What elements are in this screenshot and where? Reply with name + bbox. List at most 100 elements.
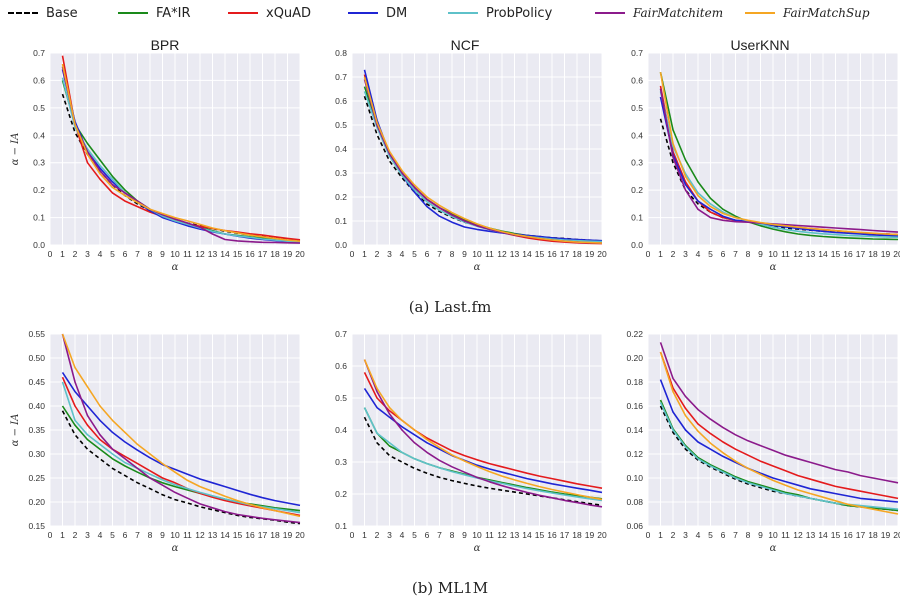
y-tick-label: 0.7 bbox=[335, 329, 347, 339]
x-tick-label: 9 bbox=[758, 530, 763, 540]
x-tick-label: 7 bbox=[437, 249, 442, 259]
x-tick-label: 17 bbox=[856, 530, 866, 540]
x-tick-label: 17 bbox=[856, 249, 866, 259]
legend-label: FA*IR bbox=[156, 5, 191, 21]
legend-swatch bbox=[745, 12, 775, 14]
x-tick-label: 19 bbox=[283, 530, 293, 540]
y-tick-label: 0.1 bbox=[335, 216, 347, 226]
series-line-fairmatch-item bbox=[61, 333, 301, 524]
x-tick-label: 20 bbox=[295, 530, 305, 540]
x-tick-label: 15 bbox=[535, 530, 545, 540]
x-tick-label: 1 bbox=[362, 249, 367, 259]
x-tick-label: 14 bbox=[522, 249, 532, 259]
legend-label: Base bbox=[46, 5, 78, 21]
x-tick-label: 8 bbox=[450, 530, 455, 540]
caption-ml1m: (b) ML1M bbox=[411, 579, 489, 597]
series-line-fairmatch-sup bbox=[363, 359, 603, 501]
series-line-probpolicy bbox=[659, 402, 899, 510]
x-tick-label: 9 bbox=[462, 249, 467, 259]
x-tick-label: 8 bbox=[746, 530, 751, 540]
chart-bpr: 0.00.10.20.30.40.50.60.70 1 2 3 4 5 6 7 8 9 10 11 12… bbox=[10, 48, 305, 273]
x-tick-label: 18 bbox=[270, 249, 280, 259]
y-tick-label: 0.2 bbox=[335, 192, 347, 202]
x-tick-label: 10 bbox=[472, 249, 482, 259]
x-tick-label: 1 bbox=[60, 249, 65, 259]
x-tick-label: 11 bbox=[183, 530, 192, 540]
x-tick-label: 3 bbox=[85, 530, 90, 540]
y-tick-label: 0.14 bbox=[626, 425, 643, 435]
y-tick-label: 0.2 bbox=[335, 489, 347, 499]
x-tick-label: 19 bbox=[585, 249, 595, 259]
x-tick-label: 10 bbox=[768, 249, 778, 259]
x-tick-label: 20 bbox=[597, 249, 607, 259]
y-tick-label: 0.7 bbox=[335, 72, 347, 82]
x-tick-label: 5 bbox=[412, 530, 417, 540]
y-tick-label: 0.0 bbox=[631, 240, 643, 250]
x-tick-label: 13 bbox=[806, 530, 816, 540]
y-tick-label: 0.35 bbox=[28, 425, 45, 435]
y-tick-label: 0.20 bbox=[28, 497, 45, 507]
x-tick-label: 16 bbox=[547, 530, 557, 540]
x-axis-label: α bbox=[770, 262, 777, 273]
legend-swatch bbox=[118, 12, 148, 14]
legend-swatch bbox=[228, 12, 258, 14]
y-tick-label: 0.7 bbox=[631, 48, 643, 58]
panel-title-bpr: BPR bbox=[150, 37, 180, 53]
x-tick-label: 13 bbox=[510, 249, 520, 259]
y-tick-label: 0.0 bbox=[33, 240, 45, 250]
x-tick-label: 0 bbox=[350, 249, 355, 259]
y-tick-label: 0.55 bbox=[28, 329, 45, 339]
x-tick-label: 20 bbox=[597, 530, 607, 540]
x-tick-label: 0 bbox=[48, 249, 53, 259]
y-tick-label: 0.1 bbox=[631, 213, 643, 223]
series-line-xquad bbox=[659, 351, 899, 500]
x-tick-label: 18 bbox=[572, 530, 582, 540]
x-tick-label: 17 bbox=[258, 249, 268, 259]
legend-label: xQuAD bbox=[266, 5, 312, 21]
legend-label: FairMatch bbox=[633, 6, 696, 20]
x-tick-label: 3 bbox=[683, 530, 688, 540]
legend-sup: item bbox=[695, 6, 724, 20]
legend-swatch bbox=[595, 12, 625, 14]
x-tick-label: 17 bbox=[560, 530, 570, 540]
y-tick-label: 0.5 bbox=[335, 393, 347, 403]
x-tick-label: 20 bbox=[893, 249, 900, 259]
x-tick-label: 2 bbox=[375, 249, 380, 259]
x-tick-label: 4 bbox=[98, 249, 103, 259]
x-tick-label: 8 bbox=[450, 249, 455, 259]
legend-swatch bbox=[8, 12, 38, 14]
y-axis-label: α − IA bbox=[10, 133, 21, 166]
legend-swatch bbox=[348, 12, 378, 14]
series-line-probpolicy bbox=[61, 77, 301, 243]
x-tick-label: 10 bbox=[768, 530, 778, 540]
x-tick-label: 16 bbox=[843, 530, 853, 540]
y-tick-label: 0.6 bbox=[631, 75, 643, 85]
x-tick-label: 9 bbox=[462, 530, 467, 540]
x-tick-label: 3 bbox=[387, 249, 392, 259]
legend-item-base: Base bbox=[8, 4, 78, 22]
y-tick-label: 0.30 bbox=[28, 449, 45, 459]
y-tick-label: 0.8 bbox=[335, 48, 347, 58]
y-tick-label: 0.06 bbox=[626, 521, 643, 531]
x-tick-label: 10 bbox=[170, 249, 180, 259]
x-tick-label: 11 bbox=[781, 249, 790, 259]
x-tick-label: 20 bbox=[295, 249, 305, 259]
chart-ml1m-2: 0.10.20.30.40.50.60.70 1 2 3 4 5 6 7 8 9 10 11 12 13 1… bbox=[335, 329, 607, 554]
x-tick-label: 16 bbox=[547, 249, 557, 259]
x-tick-label: 9 bbox=[160, 249, 165, 259]
series-line-base bbox=[61, 410, 301, 525]
x-tick-label: 15 bbox=[233, 249, 243, 259]
x-tick-label: 11 bbox=[485, 249, 494, 259]
legend-item-fairmatch-sup: FairMatch Sup bbox=[745, 4, 870, 22]
x-tick-label: 2 bbox=[375, 530, 380, 540]
x-tick-label: 16 bbox=[245, 530, 255, 540]
legend-sup: Sup bbox=[845, 6, 870, 20]
x-axis-label: α bbox=[474, 543, 481, 554]
x-tick-label: 17 bbox=[258, 530, 268, 540]
y-tick-label: 0.6 bbox=[33, 75, 45, 85]
x-tick-label: 18 bbox=[572, 249, 582, 259]
x-tick-label: 12 bbox=[793, 530, 803, 540]
chart-ncf: 0.00.10.20.30.40.50.60.70.80 1 2 3 4 5 6 7 8 9 10 1… bbox=[335, 48, 607, 273]
x-tick-label: 3 bbox=[683, 249, 688, 259]
y-tick-label: 0.6 bbox=[335, 361, 347, 371]
